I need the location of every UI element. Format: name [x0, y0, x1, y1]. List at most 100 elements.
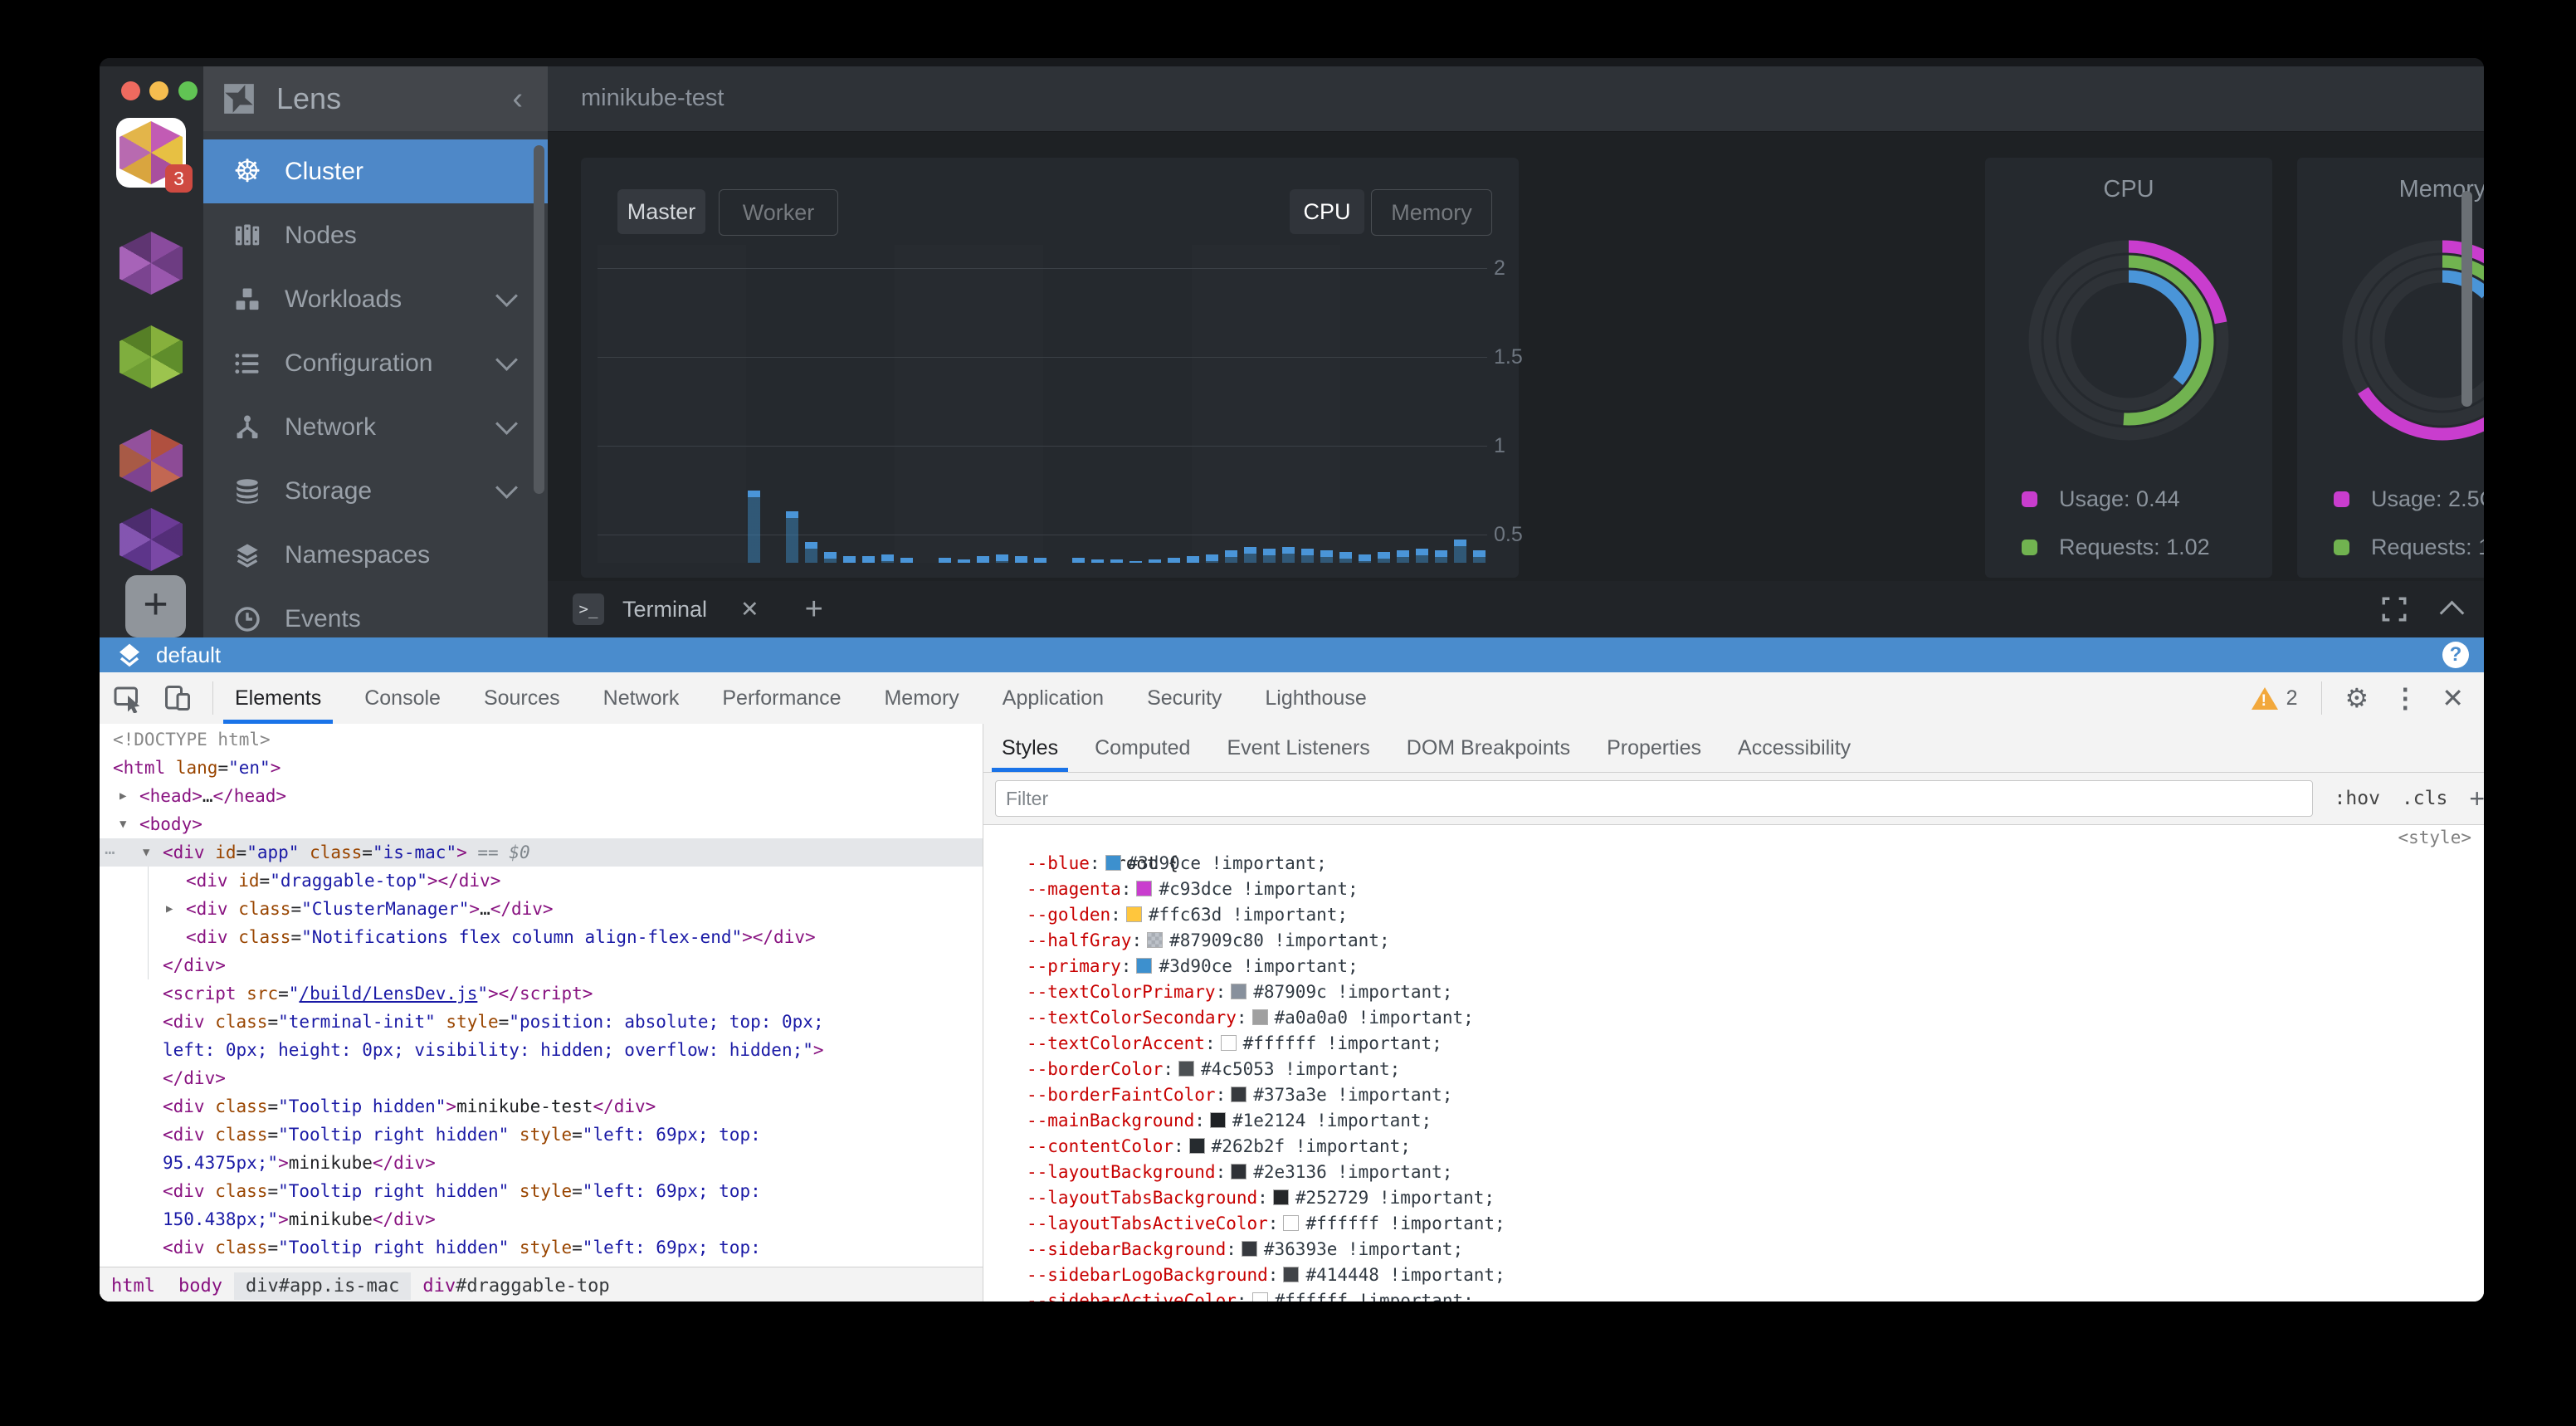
- css-property-value[interactable]: #414448 !important;: [1305, 1265, 1505, 1285]
- css-property-value[interactable]: #2e3136 !important;: [1253, 1162, 1453, 1182]
- dom-tree-line[interactable]: ▶ <head>…</head>: [100, 782, 983, 810]
- fullscreen-icon[interactable]: [2380, 595, 2408, 623]
- cluster-dock-item[interactable]: [120, 232, 183, 295]
- sidebar-item-workloads[interactable]: Workloads: [203, 267, 548, 331]
- draggable-top-strip[interactable]: [100, 58, 2484, 66]
- css-property-value[interactable]: #3d90ce !important;: [1127, 853, 1327, 873]
- css-property-name[interactable]: --primary: [1027, 956, 1121, 976]
- color-swatch[interactable]: [1188, 1138, 1205, 1154]
- window-titlebar[interactable]: minikube-test: [548, 66, 2484, 132]
- css-property-row[interactable]: --layoutTabsBackground: #252729 !importan…: [1027, 1188, 1495, 1208]
- color-swatch[interactable]: [1147, 932, 1164, 948]
- css-property-row[interactable]: --contentColor: #262b2f !important;: [1027, 1136, 1411, 1156]
- device-toolbar-icon[interactable]: [163, 683, 193, 713]
- css-property-row[interactable]: --textColorSecondary: #a0a0a0 !important;: [1027, 1008, 1474, 1028]
- toggle-hover-state-button[interactable]: :hov: [2334, 788, 2380, 809]
- css-property-name[interactable]: --blue: [1027, 853, 1090, 873]
- dom-tree-line[interactable]: </div>: [163, 1068, 226, 1088]
- terminal-close-icon[interactable]: ✕: [740, 596, 759, 622]
- css-property-row[interactable]: --golden: #ffc63d !important;: [1027, 905, 1349, 925]
- main-scrollbar[interactable]: [2461, 191, 2472, 407]
- devtools-tab-lighthouse[interactable]: Lighthouse: [1265, 686, 1367, 710]
- css-property-value[interactable]: #3d90ce !important;: [1159, 956, 1359, 976]
- color-swatch[interactable]: [1178, 1061, 1195, 1077]
- css-property-name[interactable]: --borderFaintColor: [1027, 1085, 1216, 1105]
- color-swatch[interactable]: [1105, 855, 1121, 871]
- dom-tree-line[interactable]: ▼ <body>: [100, 810, 983, 838]
- devtools-tab-performance[interactable]: Performance: [722, 686, 842, 710]
- css-property-row[interactable]: --primary: #3d90ce !important;: [1027, 956, 1359, 976]
- cluster-dock-item[interactable]: [120, 325, 183, 388]
- sidebar-collapse-icon[interactable]: ‹: [512, 81, 523, 116]
- dom-tree-line[interactable]: </div>: [163, 955, 226, 975]
- css-property-row[interactable]: --mainBackground: #1e2124 !important;: [1027, 1111, 1432, 1131]
- color-swatch[interactable]: [1241, 1241, 1257, 1257]
- dom-tree-line[interactable]: 95.4375px;">minikube</div>: [163, 1153, 436, 1173]
- dom-tree-line[interactable]: <html lang="en">: [113, 758, 281, 778]
- css-property-value[interactable]: #1e2124 !important;: [1232, 1111, 1432, 1131]
- dom-tree-line[interactable]: <div id="draggable-top"></div>: [186, 871, 501, 891]
- cluster-dock-item[interactable]: [120, 508, 183, 571]
- collapse-node-icon[interactable]: ▼: [143, 846, 150, 859]
- css-property-row[interactable]: --borderFaintColor: #373a3e !important;: [1027, 1085, 1453, 1105]
- css-property-row[interactable]: --halfGray: #87909c80 !important;: [1027, 930, 1390, 950]
- collapse-node-icon[interactable]: ▼: [120, 818, 127, 831]
- css-property-value[interactable]: #ffffff !important;: [1242, 1033, 1442, 1053]
- styles-subtab-accessibility[interactable]: Accessibility: [1738, 735, 1852, 759]
- metric-tab-memory[interactable]: Memory: [1371, 189, 1492, 236]
- help-icon[interactable]: ?: [2442, 642, 2469, 668]
- dom-tree-line[interactable]: <!DOCTYPE html>: [113, 730, 271, 750]
- dom-tree-line[interactable]: <div class="Tooltip hidden">minikube-tes…: [163, 1096, 656, 1116]
- cluster-dock-item[interactable]: 3: [116, 118, 193, 193]
- css-property-value[interactable]: #87909c !important;: [1253, 982, 1453, 1002]
- color-swatch[interactable]: [1136, 958, 1153, 974]
- color-swatch[interactable]: [1231, 1087, 1247, 1102]
- styles-subtab-dom-breakpoints[interactable]: DOM Breakpoints: [1406, 735, 1571, 759]
- add-cluster-button[interactable]: +: [125, 575, 186, 637]
- css-property-value[interactable]: #87909c80 !important;: [1169, 930, 1390, 950]
- devtools-menu-icon[interactable]: ⋮: [2392, 683, 2419, 713]
- new-style-rule-button[interactable]: +: [2469, 783, 2484, 813]
- devtools-settings-icon[interactable]: ⚙: [2344, 683, 2369, 713]
- expand-node-icon[interactable]: ▶: [120, 789, 127, 803]
- css-property-name[interactable]: --mainBackground: [1027, 1111, 1195, 1131]
- css-property-name[interactable]: --layoutBackground: [1027, 1162, 1216, 1182]
- color-swatch[interactable]: [1220, 1035, 1237, 1051]
- expand-node-icon[interactable]: ▶: [166, 902, 173, 916]
- css-property-value[interactable]: #a0a0a0 !important;: [1274, 1008, 1474, 1028]
- dom-node-menu-icon[interactable]: ⋯: [105, 842, 115, 862]
- css-property-name[interactable]: --magenta: [1027, 879, 1121, 899]
- color-swatch[interactable]: [1251, 1292, 1268, 1301]
- color-swatch[interactable]: [1209, 1112, 1226, 1128]
- css-property-row[interactable]: --layoutTabsActiveColor: #ffffff !importa…: [1027, 1214, 1505, 1233]
- sidebar-item-namespaces[interactable]: Namespaces: [203, 523, 548, 587]
- css-property-name[interactable]: --golden: [1027, 905, 1111, 925]
- css-property-value[interactable]: #252729 !important;: [1295, 1188, 1495, 1208]
- dom-tree-line[interactable]: 205.438px;">minikube-test</div>: [100, 1262, 983, 1267]
- sidebar-item-nodes[interactable]: Nodes: [203, 203, 548, 267]
- namespace-label[interactable]: default: [156, 642, 222, 667]
- color-swatch[interactable]: [1283, 1267, 1300, 1282]
- terminal-tab[interactable]: Terminal: [622, 596, 708, 622]
- minimize-window-button[interactable]: [149, 81, 168, 100]
- sidebar-item-cluster[interactable]: ☸ Cluster: [203, 139, 548, 203]
- sidebar-item-configuration[interactable]: Configuration: [203, 331, 548, 395]
- color-swatch[interactable]: [1283, 1215, 1300, 1231]
- dom-tree-line[interactable]: <div class="Tooltip right hidden" style=…: [163, 1125, 761, 1145]
- close-window-button[interactable]: [121, 81, 140, 100]
- dom-tree-line[interactable]: <script src="/build/LensDev.js"></script…: [163, 984, 593, 1004]
- css-property-name[interactable]: --textColorAccent: [1027, 1033, 1205, 1053]
- css-property-row[interactable]: --magenta: #c93dce !important;: [1027, 879, 1359, 899]
- css-property-name[interactable]: --textColorPrimary: [1027, 982, 1216, 1002]
- css-property-name[interactable]: --layoutTabsActiveColor: [1027, 1214, 1268, 1233]
- css-property-row[interactable]: --sidebarLogoBackground: #414448 !importa…: [1027, 1265, 1505, 1285]
- css-property-row[interactable]: --sidebarBackground: #36393e !important;: [1027, 1239, 1464, 1259]
- css-source-link[interactable]: <style>: [2398, 828, 2471, 847]
- node-tab-master[interactable]: Master: [617, 189, 705, 234]
- css-property-row[interactable]: --blue: #3d90ce !important;: [1027, 853, 1327, 873]
- color-swatch[interactable]: [1231, 1164, 1247, 1179]
- breadcrumb-item[interactable]: div#app.is-mac: [233, 1272, 412, 1300]
- devtools-tab-sources[interactable]: Sources: [483, 686, 560, 710]
- toggle-class-button[interactable]: .cls: [2401, 788, 2448, 809]
- devtools-tab-console[interactable]: Console: [364, 686, 441, 710]
